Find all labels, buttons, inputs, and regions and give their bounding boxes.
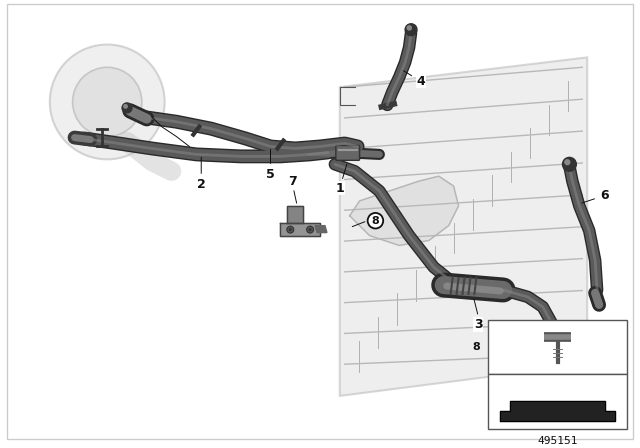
- Circle shape: [122, 103, 132, 113]
- Circle shape: [407, 26, 412, 30]
- Polygon shape: [280, 223, 320, 236]
- Text: 6: 6: [601, 190, 609, 202]
- Text: 1: 1: [335, 181, 344, 194]
- Circle shape: [565, 160, 570, 164]
- Circle shape: [124, 105, 127, 108]
- Polygon shape: [315, 226, 327, 233]
- Circle shape: [405, 24, 417, 36]
- Text: 7: 7: [288, 175, 297, 188]
- Text: 5: 5: [266, 168, 275, 181]
- FancyBboxPatch shape: [336, 146, 360, 160]
- Text: 2: 2: [197, 177, 205, 190]
- Text: 8: 8: [372, 215, 380, 226]
- Text: 4: 4: [417, 75, 426, 88]
- Polygon shape: [340, 57, 588, 396]
- Text: 8: 8: [472, 342, 481, 353]
- Circle shape: [307, 226, 314, 233]
- Circle shape: [308, 228, 312, 231]
- Text: 3: 3: [474, 318, 483, 331]
- Circle shape: [563, 157, 577, 171]
- Circle shape: [72, 67, 142, 137]
- Polygon shape: [349, 176, 458, 246]
- Polygon shape: [287, 206, 303, 223]
- Circle shape: [287, 226, 294, 233]
- Circle shape: [50, 44, 164, 159]
- Bar: [488, 320, 627, 374]
- Circle shape: [289, 228, 292, 231]
- Polygon shape: [500, 401, 615, 421]
- Text: 495151: 495151: [538, 436, 578, 447]
- Bar: [488, 374, 627, 429]
